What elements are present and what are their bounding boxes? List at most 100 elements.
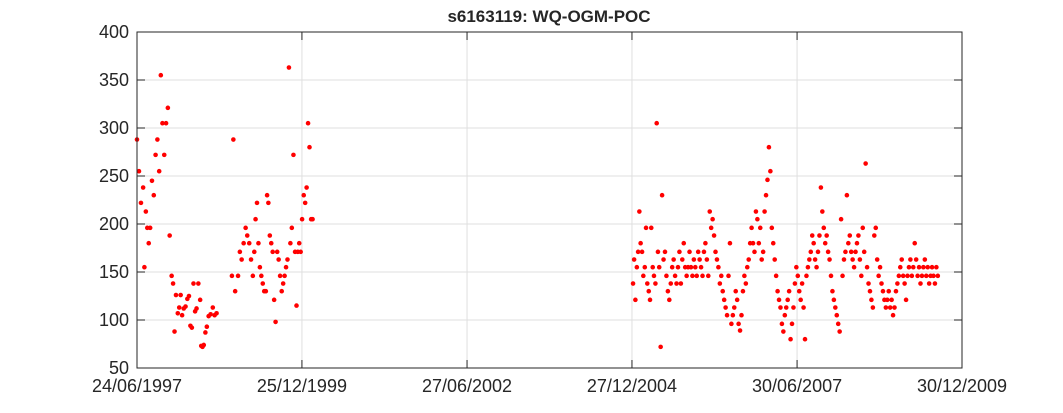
data-point <box>763 192 769 198</box>
data-point <box>768 168 773 174</box>
data-point <box>282 273 287 279</box>
data-point <box>853 249 858 255</box>
data-point <box>926 281 932 286</box>
data-point <box>708 225 714 231</box>
y-tick-label: 350 <box>99 70 129 90</box>
data-point <box>866 281 871 286</box>
data-point <box>724 312 730 318</box>
data-point <box>859 273 864 279</box>
data-point <box>889 297 894 303</box>
data-point <box>647 297 653 303</box>
data-point <box>929 264 935 270</box>
data-point <box>781 329 786 334</box>
data-point <box>861 249 867 255</box>
data-point <box>807 257 812 262</box>
data-point <box>857 257 863 262</box>
data-point <box>648 225 654 231</box>
data-point <box>710 216 715 222</box>
data-point <box>804 273 809 279</box>
data-point <box>259 273 264 279</box>
data-point <box>661 257 666 262</box>
data-point <box>860 225 866 231</box>
data-point <box>931 273 936 279</box>
data-point <box>288 240 293 246</box>
data-point <box>872 233 877 238</box>
data-point <box>736 321 741 327</box>
data-point <box>151 192 157 198</box>
data-point <box>919 273 925 279</box>
data-point <box>214 310 219 316</box>
data-point <box>271 297 277 303</box>
data-point <box>922 257 928 262</box>
data-point <box>714 257 720 262</box>
data-point <box>820 209 825 214</box>
data-point <box>203 330 208 335</box>
plot-background <box>137 32 962 368</box>
data-point <box>179 312 185 318</box>
data-point <box>935 273 941 279</box>
data-point <box>886 288 892 294</box>
data-point <box>253 216 258 222</box>
data-point <box>841 257 847 262</box>
data-point <box>786 288 792 294</box>
data-point <box>668 281 674 286</box>
data-point <box>840 273 845 279</box>
data-point <box>752 249 757 255</box>
data-point <box>827 257 832 262</box>
y-axis-ticks: 50 100 150 200 250 300 350 400 <box>99 22 962 378</box>
data-point <box>750 240 756 246</box>
data-point <box>910 264 916 270</box>
data-point <box>746 257 752 262</box>
data-point <box>138 200 144 206</box>
data-point <box>283 264 289 270</box>
data-point <box>681 240 687 246</box>
data-point <box>717 281 723 286</box>
data-point <box>788 336 793 342</box>
x-tick-label: 30/12/2009 <box>917 376 1007 396</box>
data-point <box>687 249 692 255</box>
data-point <box>720 288 726 294</box>
data-point <box>194 306 199 311</box>
data-point <box>897 264 903 270</box>
data-points <box>134 65 941 350</box>
data-point <box>792 281 798 286</box>
data-point <box>631 257 637 262</box>
data-point <box>785 297 790 303</box>
data-point <box>136 168 142 174</box>
data-point <box>642 264 648 270</box>
data-point <box>244 233 250 238</box>
data-point <box>675 264 681 270</box>
data-point <box>854 240 860 246</box>
data-point <box>142 264 147 270</box>
data-point <box>172 329 177 334</box>
data-point <box>263 288 269 294</box>
data-point <box>149 178 155 184</box>
data-point <box>850 257 855 262</box>
data-point <box>161 152 167 158</box>
data-point <box>794 264 799 270</box>
data-point <box>718 273 724 279</box>
data-point <box>835 321 841 327</box>
data-point <box>654 120 659 126</box>
data-point <box>274 249 280 255</box>
data-point <box>913 257 919 262</box>
data-point <box>248 257 254 262</box>
data-point <box>267 233 273 238</box>
data-point <box>674 281 679 286</box>
data-point <box>299 216 305 222</box>
data-point <box>146 240 152 246</box>
data-point <box>701 249 707 255</box>
data-point <box>739 312 744 318</box>
data-point <box>691 257 697 262</box>
data-point <box>713 249 718 255</box>
data-point <box>802 336 808 342</box>
data-point <box>664 273 669 279</box>
data-point <box>912 240 918 246</box>
data-point <box>289 225 295 231</box>
data-point <box>873 225 879 231</box>
data-point <box>305 120 311 126</box>
data-point <box>170 281 176 286</box>
data-point <box>733 288 739 294</box>
data-point <box>742 273 747 279</box>
data-point <box>876 273 881 279</box>
